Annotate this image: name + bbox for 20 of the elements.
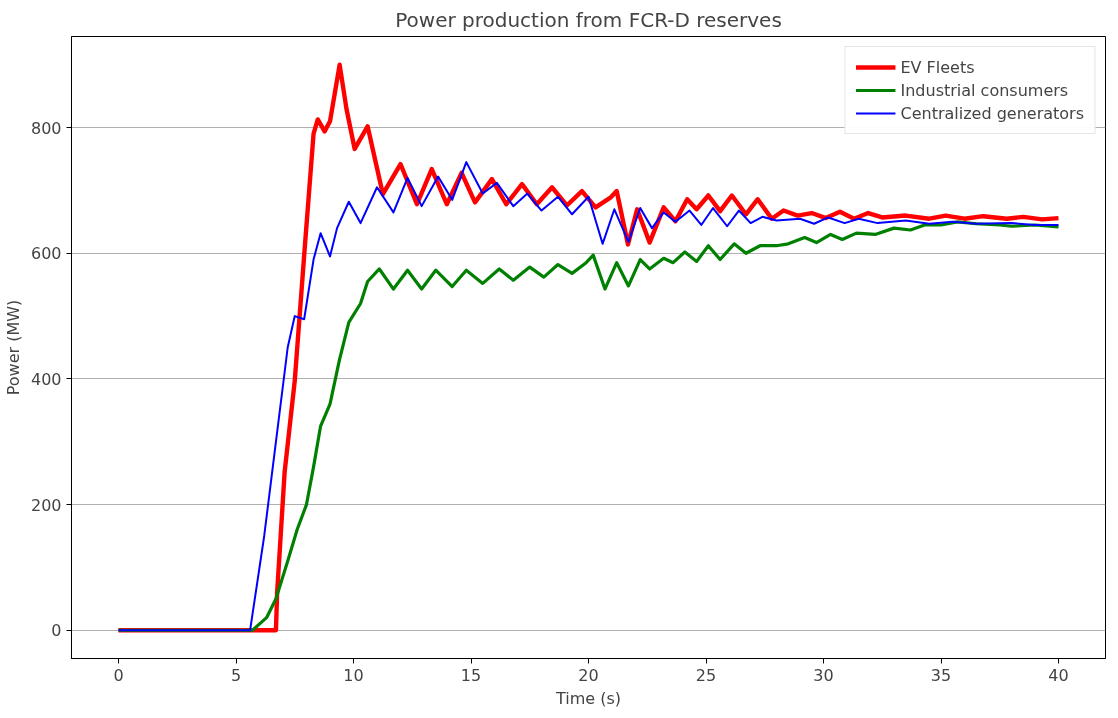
legend-label: Centralized generators [900,103,1084,123]
x-tick-label: 35 [930,665,952,685]
x-axis-title: Time (s) [554,688,622,708]
x-tick-label: 40 [1048,665,1069,685]
y-tick-label: 800 [30,118,62,138]
y-axis-title: Power (MW) [3,299,23,396]
y-tick-label: 200 [30,495,62,515]
legend-label: EV Fleets [900,57,975,77]
y-tick-label: 600 [30,244,62,264]
y-tick-label: 400 [30,369,62,389]
x-tick-label: 15 [460,665,482,685]
x-tick-label: 5 [230,665,242,685]
x-tick-label: 25 [695,665,717,685]
chart-title: Power production from FCR-D reserves [395,7,782,32]
legend-label: Industrial consumers [900,80,1069,100]
x-tick-label: 30 [813,665,834,685]
x-tick-label: 0 [113,665,124,685]
x-tick-label: 20 [578,665,599,685]
y-tick-label: 0 [51,621,62,641]
x-tick-label: 10 [343,665,364,685]
